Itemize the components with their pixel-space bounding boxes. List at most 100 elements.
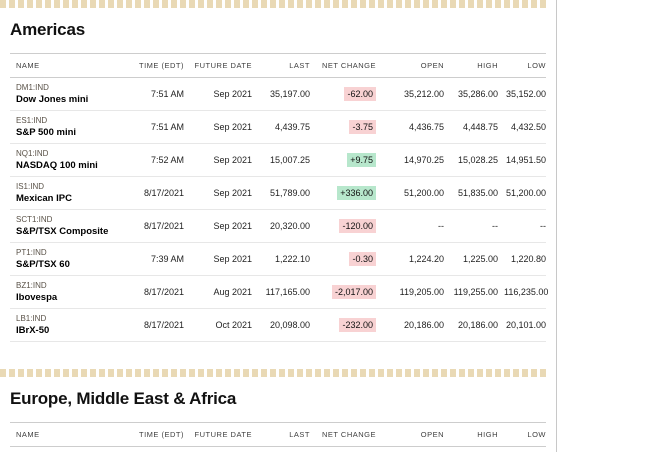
net-change-badge: -3.75 bbox=[349, 120, 376, 134]
time-cell: 7:47 AM bbox=[128, 446, 184, 452]
section-title: Europe, Middle East & Africa bbox=[10, 389, 237, 408]
time-cell: 8/17/2021 bbox=[128, 308, 184, 342]
net-change-cell: -120.00 bbox=[310, 209, 376, 243]
time-cell: 7:51 AM bbox=[128, 110, 184, 144]
net-change-cell: +9.75 bbox=[310, 143, 376, 177]
last-cell: 1,222.10 bbox=[252, 242, 310, 276]
future-date-cell: Sep 2021 bbox=[184, 242, 252, 276]
name-cell: SCT1:IND S&P/TSX Composite bbox=[10, 209, 128, 243]
section-title: Americas bbox=[10, 20, 85, 39]
high-cell: 119,255.00 bbox=[444, 275, 498, 309]
future-date-cell: Sep 2021 bbox=[184, 110, 252, 144]
futures-table: NAME TIME (EDT) FUTURE DATE LAST NET CHANGE O… bbox=[10, 53, 548, 342]
net-change-cell: -0.30 bbox=[310, 242, 376, 276]
ticker-link[interactable]: DM1:IND bbox=[16, 83, 49, 92]
last-cell: 35,197.00 bbox=[252, 77, 310, 111]
net-change-badge: -62.00 bbox=[344, 87, 376, 101]
column-header: LAST bbox=[252, 422, 310, 447]
net-change-badge: -2,017.00 bbox=[331, 285, 376, 299]
table-row: SCT1:IND S&P/TSX Composite 8/17/2021 Sep 20… bbox=[10, 209, 546, 243]
open-cell: 4,436.75 bbox=[376, 110, 444, 144]
market-section: Europe, Middle East & Africa NAME TIME (E… bbox=[0, 369, 556, 452]
net-change-badge: +9.75 bbox=[347, 153, 376, 167]
instrument-name: Dow Jones mini bbox=[16, 94, 89, 105]
net-change-cell: -232.00 bbox=[310, 308, 376, 342]
table-row: NQ1:IND NASDAQ 100 mini 7:52 AM Sep 2021 15,… bbox=[10, 143, 546, 177]
last-cell: 4,439.75 bbox=[252, 110, 310, 144]
column-header: FUTURE DATE bbox=[184, 422, 252, 447]
column-header: LOW bbox=[498, 53, 546, 78]
name-cell: DM1:IND Dow Jones mini bbox=[10, 77, 128, 111]
future-date-cell: Aug 2021 bbox=[184, 275, 252, 309]
time-cell: 7:51 AM bbox=[128, 77, 184, 111]
instrument-name: Ibovespa bbox=[16, 292, 58, 303]
last-cell: 20,098.00 bbox=[252, 308, 310, 342]
table-row: DM1:IND Dow Jones mini 7:51 AM Sep 2021 35,1… bbox=[10, 77, 546, 111]
name-cell: NQ1:IND NASDAQ 100 mini bbox=[10, 143, 128, 177]
high-cell: 1,225.00 bbox=[444, 242, 498, 276]
time-cell: 7:52 AM bbox=[128, 143, 184, 177]
column-header: FUTURE DATE bbox=[184, 53, 252, 78]
low-cell: 35,152.00 bbox=[498, 77, 546, 111]
open-cell: -- bbox=[376, 209, 444, 243]
column-header: NET CHANGE bbox=[310, 53, 376, 78]
name-cell: LB1:IND IBrX-50 bbox=[10, 308, 128, 342]
low-cell: 1,220.80 bbox=[498, 242, 546, 276]
table-row: LB1:IND IBrX-50 8/17/2021 Oct 2021 20,098.00… bbox=[10, 308, 546, 342]
future-date-cell: Oct 2021 bbox=[184, 308, 252, 342]
ticker-link[interactable]: SCT1:IND bbox=[16, 215, 53, 224]
sections-container: Americas NAME TIME (EDT) FUTURE DATE LAST NE… bbox=[0, 0, 556, 452]
high-cell: 4,205.50 bbox=[444, 446, 498, 452]
net-change-cell: -6.00 bbox=[310, 446, 376, 452]
column-header: HIGH bbox=[444, 53, 498, 78]
low-cell: 51,200.00 bbox=[498, 176, 546, 210]
time-cell: 8/17/2021 bbox=[128, 275, 184, 309]
ticker-link[interactable]: PT1:IND bbox=[16, 248, 47, 257]
futures-table: NAME TIME (EDT) FUTURE DATE LAST NET CHANGE O… bbox=[10, 422, 546, 452]
high-cell: 20,186.00 bbox=[444, 308, 498, 342]
name-cell: BZ1:IND Ibovespa bbox=[10, 275, 128, 309]
column-header: OPEN bbox=[376, 53, 444, 78]
ticker-link[interactable]: NQ1:IND bbox=[16, 149, 49, 158]
future-date-cell: Sep 2021 bbox=[184, 77, 252, 111]
instrument-name: Mexican IPC bbox=[16, 193, 72, 204]
time-cell: 8/17/2021 bbox=[128, 176, 184, 210]
open-cell: 51,200.00 bbox=[376, 176, 444, 210]
low-cell: 4,432.50 bbox=[498, 110, 546, 144]
decorative-stripe-band bbox=[0, 369, 546, 377]
decorative-stripe-band bbox=[0, 0, 546, 8]
future-date-cell: Sep 2021 bbox=[184, 176, 252, 210]
table-row: BZ1:IND Ibovespa 8/17/2021 Aug 2021 117,165.… bbox=[10, 275, 548, 309]
last-cell: 20,320.00 bbox=[252, 209, 310, 243]
column-header: NAME bbox=[10, 53, 128, 78]
last-cell: 117,165.00 bbox=[252, 275, 310, 309]
high-cell: 4,448.75 bbox=[444, 110, 498, 144]
name-cell: IS1:IND Mexican IPC bbox=[10, 176, 128, 210]
instrument-name: IBrX-50 bbox=[16, 325, 50, 336]
high-cell: -- bbox=[444, 209, 498, 243]
column-header: TIME (EDT) bbox=[128, 422, 184, 447]
instrument-name: S&P/TSX Composite bbox=[16, 226, 109, 237]
high-cell: 51,835.00 bbox=[444, 176, 498, 210]
ticker-link[interactable]: ES1:IND bbox=[16, 116, 48, 125]
column-header: NET CHANGE bbox=[310, 422, 376, 447]
column-header: LOW bbox=[498, 422, 546, 447]
time-cell: 8/17/2021 bbox=[128, 209, 184, 243]
time-cell: 7:39 AM bbox=[128, 242, 184, 276]
column-header: LAST bbox=[252, 53, 310, 78]
instrument-name: S&P 500 mini bbox=[16, 127, 77, 138]
future-date-cell: Sep 2021 bbox=[184, 143, 252, 177]
ticker-link[interactable]: IS1:IND bbox=[16, 182, 45, 191]
low-cell: 20,101.00 bbox=[498, 308, 546, 342]
net-change-badge: -0.30 bbox=[349, 252, 376, 266]
net-change-badge: -120.00 bbox=[339, 219, 376, 233]
ticker-link[interactable]: BZ1:IND bbox=[16, 281, 47, 290]
table-row: ES1:IND S&P 500 mini 7:51 AM Sep 2021 4,439.… bbox=[10, 110, 546, 144]
last-cell: 15,007.25 bbox=[252, 143, 310, 177]
last-cell: 4,187.00 bbox=[252, 446, 310, 452]
column-header: HIGH bbox=[444, 422, 498, 447]
ticker-link[interactable]: LB1:IND bbox=[16, 314, 47, 323]
low-cell: 4,176.00 bbox=[498, 446, 546, 452]
high-cell: 35,286.00 bbox=[444, 77, 498, 111]
